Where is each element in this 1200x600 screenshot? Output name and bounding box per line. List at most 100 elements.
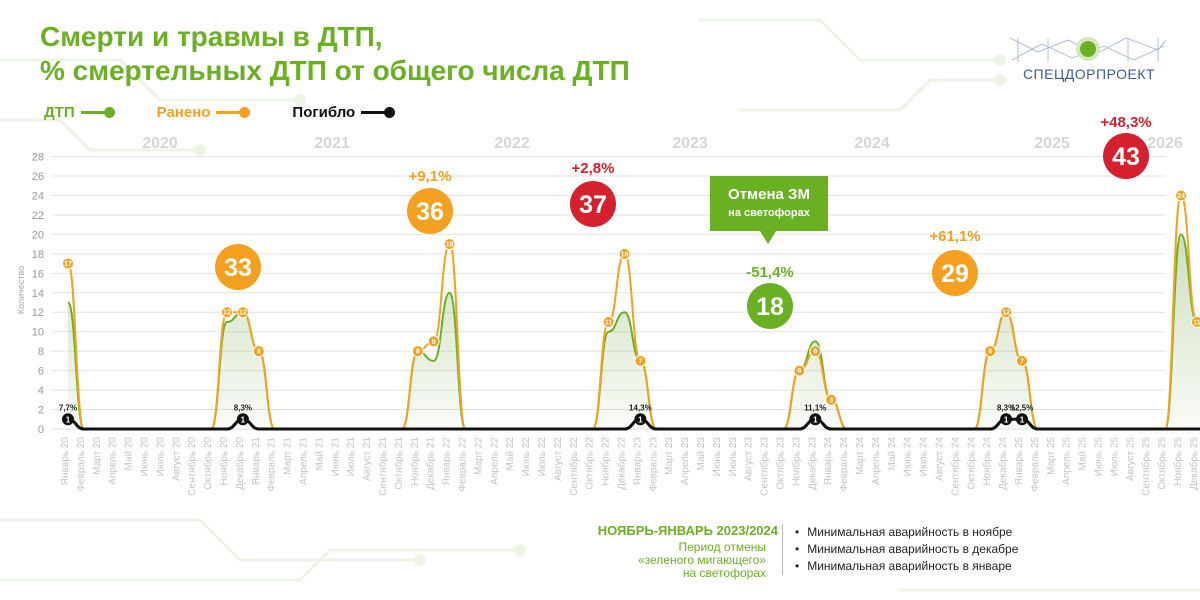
x-tick-label: Февраль 25 [1030, 437, 1041, 492]
injured-data-label: 12 [223, 310, 231, 317]
legend-item-dtp: ДТП [44, 103, 115, 121]
footer-subtitle: Период отмены «зеленого мигающего» на св… [560, 541, 766, 580]
y-tick-label: 10 [32, 327, 44, 339]
x-tick-label: Апрель 25 [1062, 437, 1073, 485]
series-area-dtp [68, 234, 1200, 430]
legend-label-injured: Ранено [156, 103, 211, 121]
x-tick-label: Август 25 [1125, 437, 1136, 481]
footer-sub-line-3: на светофорах [682, 566, 766, 580]
y-tick-label: 2 [38, 405, 44, 417]
year-label: 2020 [142, 135, 178, 152]
x-tick-label: Октябрь 24 [965, 437, 977, 490]
injured-data-label: 11 [605, 319, 613, 326]
injured-point [252, 345, 265, 358]
x-tick-label: Ноябрь 23 [790, 437, 802, 486]
x-tick-label: Август 24 [935, 437, 946, 481]
x-tick-label: Январь 25 [1014, 437, 1025, 486]
legend-item-injured: Ранено [156, 103, 251, 121]
title-line-2: % смертельных ДТП от общего числа ДТП [40, 55, 630, 86]
x-tick-label: Июль 23 [728, 437, 739, 477]
x-tick-label: Июнь 25 [1094, 437, 1105, 477]
legend-label-dtp: ДТП [44, 103, 75, 121]
x-tick-label: Апрель 21 [299, 437, 310, 485]
x-tick-label: Декабрь 20 [234, 437, 246, 490]
y-tick-label: 0 [38, 424, 44, 436]
x-tick-label: Январь 24 [823, 437, 834, 486]
company-logo-text: СПЕЦДОРПРОЕКТ [1022, 66, 1156, 82]
x-tick-label: Июль 21 [346, 437, 357, 477]
injured-point [984, 345, 997, 358]
company-logo-icon [1009, 37, 1167, 62]
injured-data-label: 24 [1177, 193, 1185, 200]
x-tick-label: Июль 25 [1109, 437, 1120, 477]
x-tick-label: Март 25 [1046, 437, 1057, 475]
y-tick-label: 24 [32, 190, 44, 202]
y-tick-label: 26 [32, 171, 44, 183]
season-total-badge [932, 250, 978, 296]
season-total-value: 33 [224, 254, 252, 282]
x-tick-label: Август 23 [744, 437, 755, 481]
x-tick-label: Июнь 20 [140, 437, 151, 477]
season-total-value: 36 [416, 198, 444, 226]
year-label: 2023 [672, 135, 708, 152]
season-change-label: +2,8% [572, 160, 615, 177]
y-tick-label: 20 [32, 229, 44, 241]
x-tick-label: Август 20 [171, 437, 182, 481]
season-total-badge [407, 188, 453, 234]
x-tick-label: Апрель 23 [680, 437, 691, 485]
injured-data-label: 8 [416, 349, 420, 356]
x-tick-label: Ноябрь 20 [218, 437, 230, 486]
injured-point [221, 306, 233, 319]
x-tick-label: Ноябрь 25 [1172, 437, 1184, 486]
x-tick-label: Октябрь 21 [393, 437, 405, 490]
killed-point [62, 413, 74, 426]
x-tick-label: Ноябрь 22 [600, 437, 612, 486]
year-label: 2026 [1147, 135, 1183, 152]
x-tick-label: Май 24 [887, 437, 898, 471]
injured-data-label: 12 [239, 310, 247, 317]
callout-line-2: на светофорах [728, 207, 811, 219]
x-tick-label: Март 23 [664, 437, 675, 475]
injured-point [427, 335, 440, 348]
killed-data-label: 1 [66, 415, 71, 424]
fatal-percent-label: 12,5% [1011, 403, 1034, 412]
injured-point [634, 354, 647, 367]
footer-list-item: Минимальная аварийность в декабре [795, 541, 1018, 558]
fatal-percent-label: 11,1% [804, 403, 826, 412]
injured-point [1016, 354, 1028, 367]
x-tick-label: Декабрь 22 [616, 437, 628, 490]
injured-data-label: 7 [1020, 358, 1024, 365]
x-tick-label: Сентябрь 25 [1140, 437, 1152, 496]
x-tick-label: Ноябрь 24 [981, 437, 993, 486]
x-tick-label: Октябрь 20 [202, 437, 214, 490]
x-tick-label: Август 21 [362, 437, 373, 481]
injured-point [443, 238, 456, 251]
season-total-value: 29 [941, 260, 969, 288]
season-change-label: +61,1% [929, 228, 980, 245]
x-tick-label: Июнь 21 [330, 437, 341, 477]
year-label: 2021 [314, 135, 350, 152]
injured-point [618, 247, 631, 260]
footer-list-item: Минимальная аварийность в январе [795, 558, 1018, 575]
killed-data-label: 1 [1004, 415, 1009, 424]
injured-data-label: 19 [446, 242, 454, 249]
y-tick-label: 12 [32, 307, 44, 319]
x-tick-label: Октябрь 25 [1156, 437, 1168, 490]
x-tick-label: Октябрь 23 [775, 437, 787, 490]
season-total-badge [570, 181, 616, 227]
year-label: 2022 [494, 135, 530, 152]
injured-point [236, 306, 249, 319]
x-tick-label: Сентябрь 22 [568, 437, 580, 496]
x-tick-label: Февраль 24 [839, 437, 850, 492]
x-tick-label: Март 21 [283, 437, 294, 475]
legend-line-dtp-icon [80, 106, 115, 118]
y-tick-label: 8 [38, 346, 44, 358]
killed-data-label: 1 [638, 415, 643, 424]
killed-point [809, 413, 822, 426]
killed-point [634, 413, 647, 426]
legend-line-injured-icon [216, 106, 251, 118]
x-tick-label: Февраль 23 [648, 437, 659, 492]
footer-sub-line-2: «зеленого мигающего» [637, 553, 766, 567]
injured-point [62, 257, 74, 270]
